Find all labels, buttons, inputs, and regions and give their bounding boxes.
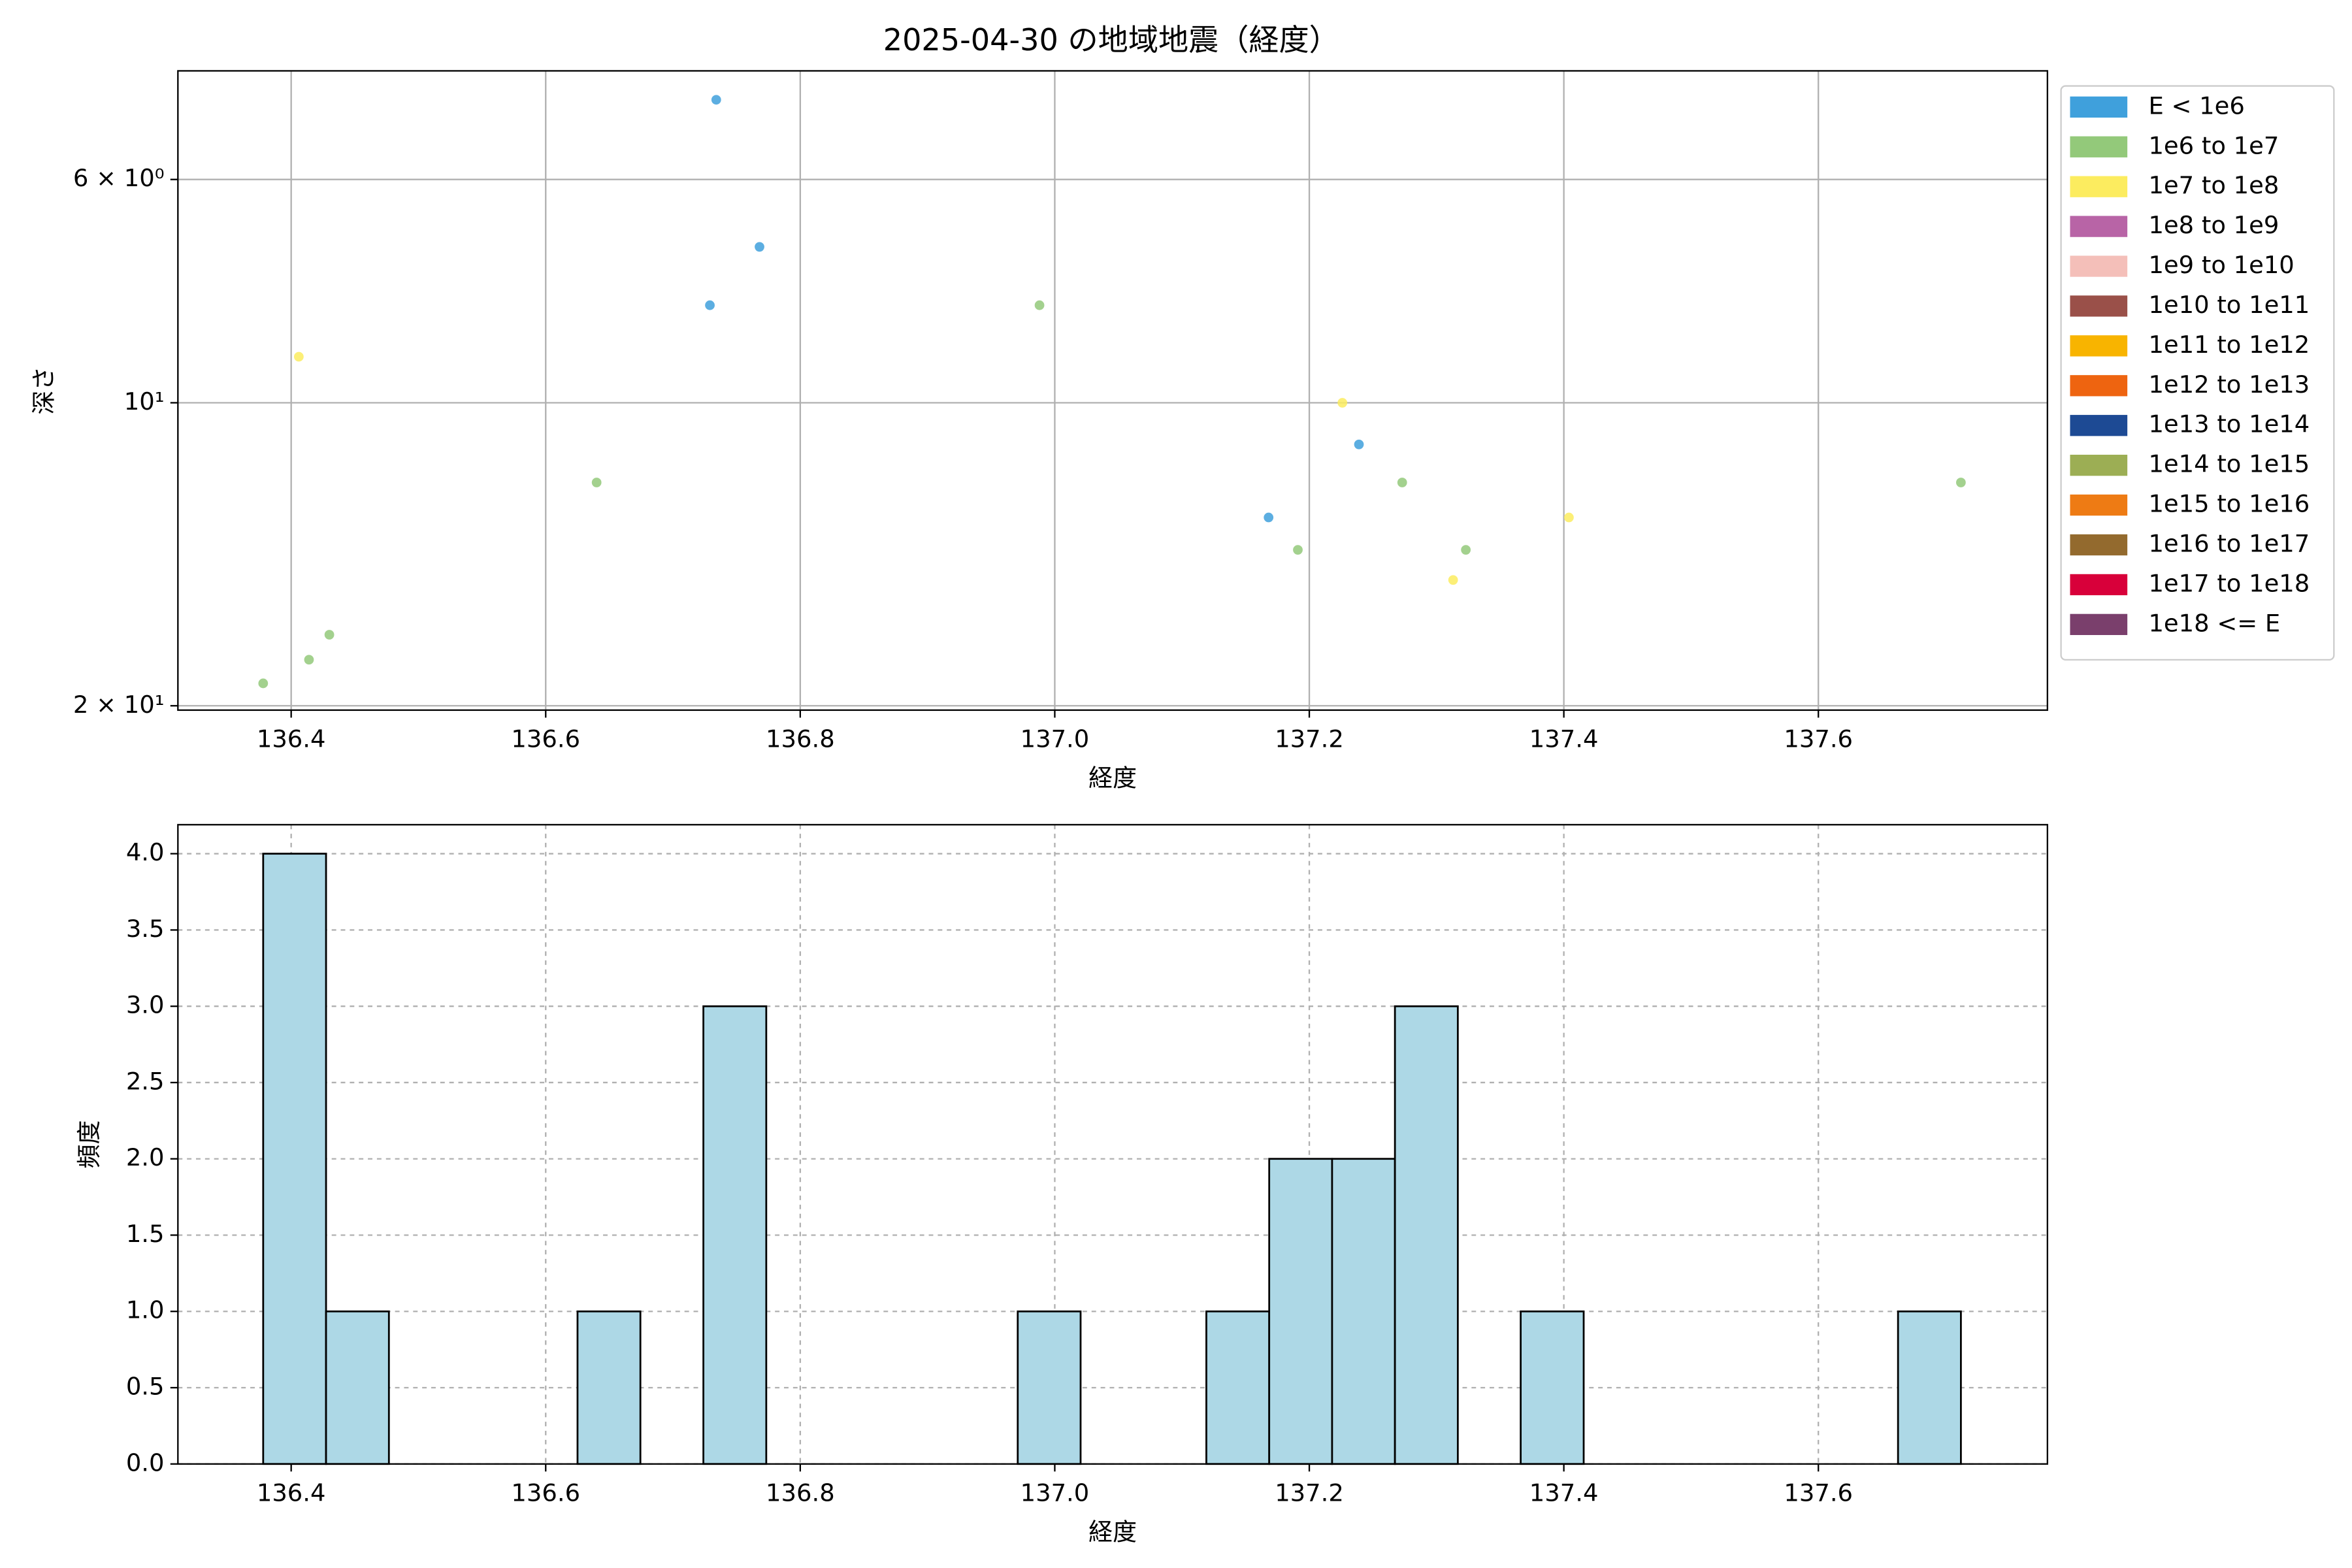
legend-label: 1e6 to 1e7 — [2148, 131, 2279, 159]
x-tick-label: 136.8 — [766, 1478, 835, 1507]
x-tick-label: 137.6 — [1784, 725, 1853, 753]
x-tick-label: 137.4 — [1529, 1478, 1599, 1507]
point — [711, 95, 721, 105]
legend-label: 1e10 to 1e11 — [2148, 291, 2310, 319]
bar — [702, 1005, 768, 1465]
legend-label: 1e14 to 1e15 — [2148, 450, 2310, 478]
y-axis-label: 深さ — [30, 367, 58, 415]
legend-label: 1e9 to 1e10 — [2148, 251, 2294, 279]
bar — [1897, 1310, 1962, 1465]
legend-swatch — [2070, 494, 2128, 516]
legend-label: 1e7 to 1e8 — [2148, 171, 2279, 199]
bar — [325, 1310, 390, 1465]
x-axis-label: 経度 — [1088, 764, 1137, 792]
point — [1564, 512, 1574, 523]
legend-box — [2060, 85, 2335, 661]
legend-swatch — [2070, 574, 2128, 596]
y-tick-label: 2 × 10¹ — [73, 691, 165, 719]
x-tick-label: 137.4 — [1529, 725, 1599, 753]
y-tick-label: 4.0 — [126, 838, 165, 866]
legend-swatch — [2070, 216, 2128, 237]
point — [1264, 512, 1274, 523]
y-axis-label: 頻度 — [75, 1120, 103, 1169]
point — [1461, 545, 1471, 555]
x-tick-label: 137.2 — [1275, 1478, 1344, 1507]
legend-swatch — [2070, 136, 2128, 157]
x-tick-label: 136.4 — [257, 1478, 326, 1507]
legend-label: 1e18 <= E — [2148, 609, 2280, 637]
legend-label: 1e16 to 1e17 — [2148, 530, 2310, 558]
legend-swatch — [2070, 613, 2128, 635]
bar — [1268, 1158, 1333, 1465]
legend-swatch — [2070, 375, 2128, 397]
y-tick-label: 2.5 — [126, 1067, 165, 1095]
point — [1956, 478, 1966, 487]
bar — [262, 853, 327, 1465]
point — [1337, 398, 1348, 408]
legend-swatch — [2070, 534, 2128, 556]
y-tick-label: 1.0 — [126, 1296, 165, 1324]
legend-swatch — [2070, 415, 2128, 436]
plot-frame — [177, 824, 2048, 1465]
point — [1397, 478, 1407, 487]
legend-label: 1e17 to 1e18 — [2148, 569, 2310, 597]
y-tick-label: 2.0 — [126, 1143, 165, 1171]
x-tick-label: 136.8 — [766, 725, 835, 753]
y-tick-label: 3.0 — [126, 991, 165, 1019]
x-tick-label: 136.6 — [511, 725, 580, 753]
legend-label: 1e11 to 1e12 — [2148, 331, 2310, 359]
bar — [1205, 1310, 1271, 1465]
x-tick-label: 137.6 — [1784, 1478, 1853, 1507]
y-tick-label: 10¹ — [124, 387, 165, 416]
legend-swatch — [2070, 455, 2128, 476]
y-tick-label: 1.5 — [126, 1220, 165, 1248]
x-tick-label: 136.4 — [257, 725, 326, 753]
point — [1034, 300, 1045, 310]
x-tick-label: 136.6 — [511, 1478, 580, 1507]
bar — [1394, 1005, 1459, 1465]
point — [1354, 439, 1364, 449]
legend-label: 1e13 to 1e14 — [2148, 410, 2310, 438]
bar — [1017, 1310, 1082, 1465]
x-tick-label: 137.0 — [1021, 725, 1090, 753]
legend-swatch — [2070, 295, 2128, 317]
bar — [1520, 1310, 1585, 1465]
point — [324, 630, 335, 640]
bar — [576, 1310, 642, 1465]
x-tick-label: 137.2 — [1275, 725, 1344, 753]
legend-swatch — [2070, 176, 2128, 197]
x-axis-label: 経度 — [1088, 1518, 1137, 1546]
legend-label: E < 1e6 — [2148, 91, 2244, 120]
point — [258, 678, 269, 689]
chart-title: 2025-04-30 の地域地震（経度） — [883, 22, 1339, 57]
legend-label: 1e15 to 1e16 — [2148, 490, 2310, 518]
point — [705, 300, 715, 310]
y-tick-label: 0.0 — [126, 1448, 165, 1477]
point — [591, 478, 602, 487]
point — [1293, 545, 1303, 555]
point — [755, 242, 764, 252]
point — [304, 655, 314, 665]
plot-frame — [177, 70, 2048, 711]
y-tick-label: 6 × 10⁰ — [73, 164, 165, 192]
y-tick-label: 0.5 — [126, 1373, 165, 1401]
point — [293, 351, 304, 362]
x-tick-label: 137.0 — [1021, 1478, 1090, 1507]
bar — [1331, 1158, 1396, 1465]
legend-swatch — [2070, 96, 2128, 118]
y-tick-label: 3.5 — [126, 915, 165, 943]
legend-swatch — [2070, 335, 2128, 357]
legend-label: 1e12 to 1e13 — [2148, 370, 2310, 399]
point — [1448, 575, 1458, 585]
legend-label: 1e8 to 1e9 — [2148, 211, 2279, 239]
legend-swatch — [2070, 255, 2128, 277]
